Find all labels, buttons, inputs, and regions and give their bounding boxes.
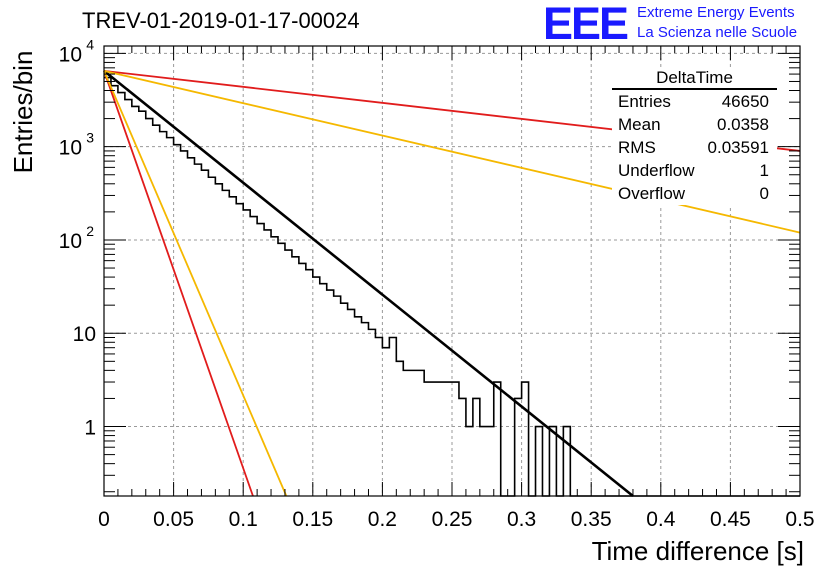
page-title: TREV-01-2019-01-17-00024 bbox=[82, 8, 360, 33]
stats-row: Underflow 1 bbox=[612, 159, 777, 182]
x-tick-label: 0.2 bbox=[368, 508, 397, 531]
fit-line bbox=[103, 69, 801, 234]
stats-label: Mean bbox=[618, 115, 661, 134]
stats-box: DeltaTime Entries 46650 Mean 0.0358 RMS 0.0… bbox=[612, 68, 777, 205]
stats-value: 0.03591 bbox=[707, 138, 769, 157]
x-tick-label: 0.15 bbox=[292, 508, 333, 531]
stats-label: RMS bbox=[618, 138, 656, 157]
logo-subtitle-line1: Extreme Energy Events bbox=[637, 4, 795, 21]
y-tick-exponent: 4 bbox=[86, 36, 94, 52]
stats-row: Overflow 0 bbox=[612, 182, 777, 205]
x-tick-label: 0.35 bbox=[571, 508, 612, 531]
stats-value: 1 bbox=[759, 161, 769, 180]
stats-label: Underflow bbox=[618, 161, 695, 180]
stats-value: 46650 bbox=[721, 92, 769, 111]
axes: 0 0.05 0.1 0.15 0.2 0.25 0.3 0.35 0.4 0.45 0.51101… bbox=[59, 36, 815, 531]
y-tick-label: 10 bbox=[59, 230, 82, 253]
x-tick-label: 0 bbox=[98, 508, 110, 531]
stats-title: DeltaTime bbox=[612, 68, 777, 90]
stats-value: 0 bbox=[759, 184, 769, 203]
x-tick-label: 0.5 bbox=[785, 508, 814, 531]
y-tick-label: 10 bbox=[59, 137, 82, 160]
logo-subtitle-line2: La Scienza nelle Scuole bbox=[637, 24, 798, 41]
plot-frame bbox=[103, 45, 801, 497]
fit-line bbox=[103, 69, 634, 498]
eee-logo: EEE bbox=[543, 0, 629, 49]
stats-row: Mean 0.0358 bbox=[612, 113, 777, 136]
fit-lines bbox=[103, 69, 801, 498]
stats-label: Overflow bbox=[618, 184, 686, 203]
x-tick-label: 0.4 bbox=[646, 508, 676, 531]
x-tick-label: 0.45 bbox=[710, 508, 751, 531]
y-axis-label: Entries/bin bbox=[8, 51, 38, 174]
x-tick-label: 0.1 bbox=[229, 508, 258, 531]
stats-label: Entries bbox=[618, 92, 671, 111]
stats-value: 0.0358 bbox=[717, 115, 769, 134]
x-axis-label: Time difference [s] bbox=[592, 536, 804, 566]
fit-line bbox=[103, 70, 288, 497]
fit-line bbox=[103, 70, 254, 497]
y-tick-label: 10 bbox=[73, 323, 96, 346]
y-tick-exponent: 3 bbox=[86, 130, 94, 146]
y-tick-label: 10 bbox=[59, 43, 82, 66]
stats-row: Entries 46650 bbox=[612, 90, 777, 113]
x-tick-label: 0.05 bbox=[153, 508, 194, 531]
y-tick-label: 1 bbox=[84, 417, 96, 440]
x-tick-label: 0.25 bbox=[432, 508, 473, 531]
x-tick-label: 0.3 bbox=[507, 508, 536, 531]
y-tick-exponent: 2 bbox=[86, 223, 94, 239]
stats-row: RMS 0.03591 bbox=[612, 136, 777, 159]
